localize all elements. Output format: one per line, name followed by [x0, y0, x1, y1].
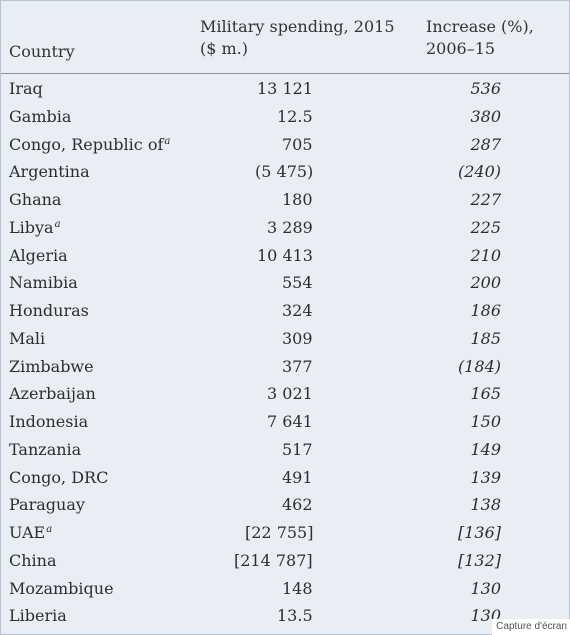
- cell-country: Azerbaijan: [9, 384, 96, 404]
- cell-increase: 536: [470, 79, 501, 98]
- table-row: Gambia 12.5 380: [1, 103, 569, 131]
- cell-increase: (240): [457, 162, 501, 182]
- cell-spending: 491: [282, 467, 313, 487]
- cell-increase: 210: [470, 245, 501, 265]
- table-row: Mozambique 148 130: [1, 575, 569, 603]
- cell-country: Libyaa: [9, 217, 61, 237]
- cell-country: Mozambique: [9, 578, 114, 598]
- cell-spending: 324: [282, 301, 313, 320]
- table-row: Ghana 180 227: [1, 186, 569, 214]
- cell-increase: [136]: [457, 523, 501, 542]
- cell-country: Congo, Republic ofa: [9, 134, 171, 154]
- table-row: Libyaa 3 289 225: [1, 214, 569, 242]
- cell-country: Algeria: [9, 245, 68, 265]
- cell-country: Mali: [9, 328, 46, 348]
- cell-spending: 462: [282, 495, 313, 515]
- cell-increase: 139: [470, 467, 501, 487]
- cell-country: Indonesia: [9, 412, 89, 431]
- table-body: Iraq 13 121 536 Gambia 12.5 380 Congo, Repub…: [1, 75, 569, 630]
- cell-increase: (184): [457, 356, 501, 376]
- cell-increase: 200: [470, 273, 501, 293]
- footnote-marker: a: [54, 218, 61, 230]
- cell-spending: 554: [282, 273, 313, 293]
- cell-spending: [22 755]: [245, 523, 314, 542]
- cell-country: Gambia: [9, 106, 72, 126]
- cell-country: Namibia: [9, 273, 78, 293]
- cell-increase: 185: [470, 328, 501, 348]
- cell-country: Zimbabwe: [9, 356, 94, 376]
- cell-spending: 377: [282, 356, 313, 376]
- cell-increase: 130: [470, 578, 501, 598]
- cell-increase: 287: [470, 134, 501, 154]
- cell-spending: 10 413: [257, 245, 313, 265]
- cell-increase: 149: [470, 439, 501, 459]
- cell-country: Tanzania: [9, 439, 82, 459]
- table-row: Paraguay 462 138: [1, 491, 569, 519]
- cell-spending: 12.5: [277, 106, 313, 126]
- header-country: Country: [9, 42, 75, 61]
- cell-spending: 180: [282, 190, 313, 209]
- header-increase: Increase (%), 2006–15: [426, 17, 534, 58]
- cell-country: China: [9, 550, 57, 570]
- table-row: China [214 787] [132]: [1, 547, 569, 575]
- table-row: Indonesia 7 641 150: [1, 408, 569, 436]
- cell-spending: 517: [282, 439, 313, 459]
- cell-increase: 138: [470, 495, 501, 515]
- table-row: Algeria 10 413 210: [1, 242, 569, 270]
- cell-increase: 227: [470, 190, 501, 209]
- cell-spending: 13 121: [257, 79, 313, 98]
- cell-increase: 380: [470, 106, 501, 126]
- cell-increase: [132]: [457, 550, 501, 570]
- cell-spending: 309: [282, 328, 313, 348]
- table-row: Namibia 554 200: [1, 269, 569, 297]
- cell-spending: [214 787]: [234, 550, 313, 570]
- table-row: Tanzania 517 149: [1, 436, 569, 464]
- cell-increase: 150: [470, 412, 501, 431]
- cell-country: Iraq: [9, 79, 43, 98]
- table-header: Country Military spending, 2015 ($ m.) I…: [1, 1, 569, 74]
- table-row: Mali 309 185: [1, 325, 569, 353]
- cell-country: Honduras: [9, 301, 89, 320]
- footnote-marker: a: [164, 135, 171, 147]
- header-military-spending: Military spending, 2015 ($ m.): [200, 17, 395, 58]
- cell-country: Paraguay: [9, 495, 85, 515]
- table-row: Argentina (5 475) (240): [1, 158, 569, 186]
- cell-increase: 165: [470, 384, 501, 404]
- cell-spending: 7 641: [267, 412, 313, 431]
- table-row: Liberia 13.5 130: [1, 602, 569, 630]
- cell-increase: 225: [470, 217, 501, 237]
- table-row: Azerbaijan 3 021 165: [1, 380, 569, 408]
- table-row: Zimbabwe 377 (184): [1, 353, 569, 381]
- cell-country: Congo, DRC: [9, 467, 109, 487]
- table-row: Iraq 13 121 536: [1, 75, 569, 103]
- footnote-marker: a: [46, 524, 53, 535]
- cell-spending: 13.5: [277, 606, 313, 626]
- cell-country: UAEa: [9, 523, 53, 542]
- cell-spending: 705: [282, 134, 313, 154]
- cell-spending: 148: [282, 578, 313, 598]
- table-row: Congo, DRC 491 139: [1, 464, 569, 492]
- cell-increase: 186: [470, 301, 501, 320]
- cell-spending: 3 289: [267, 217, 313, 237]
- table-row: Congo, Republic ofa 705 287: [1, 131, 569, 159]
- cell-spending: (5 475): [255, 162, 314, 182]
- cell-country: Argentina: [9, 162, 90, 182]
- cell-spending: 3 021: [267, 384, 313, 404]
- cell-country: Liberia: [9, 606, 67, 626]
- screenshot-caption: Capture d'écran: [492, 619, 570, 635]
- cell-country: Ghana: [9, 190, 62, 209]
- table-row: Honduras 324 186: [1, 297, 569, 325]
- table-row: UAEa [22 755] [136]: [1, 519, 569, 547]
